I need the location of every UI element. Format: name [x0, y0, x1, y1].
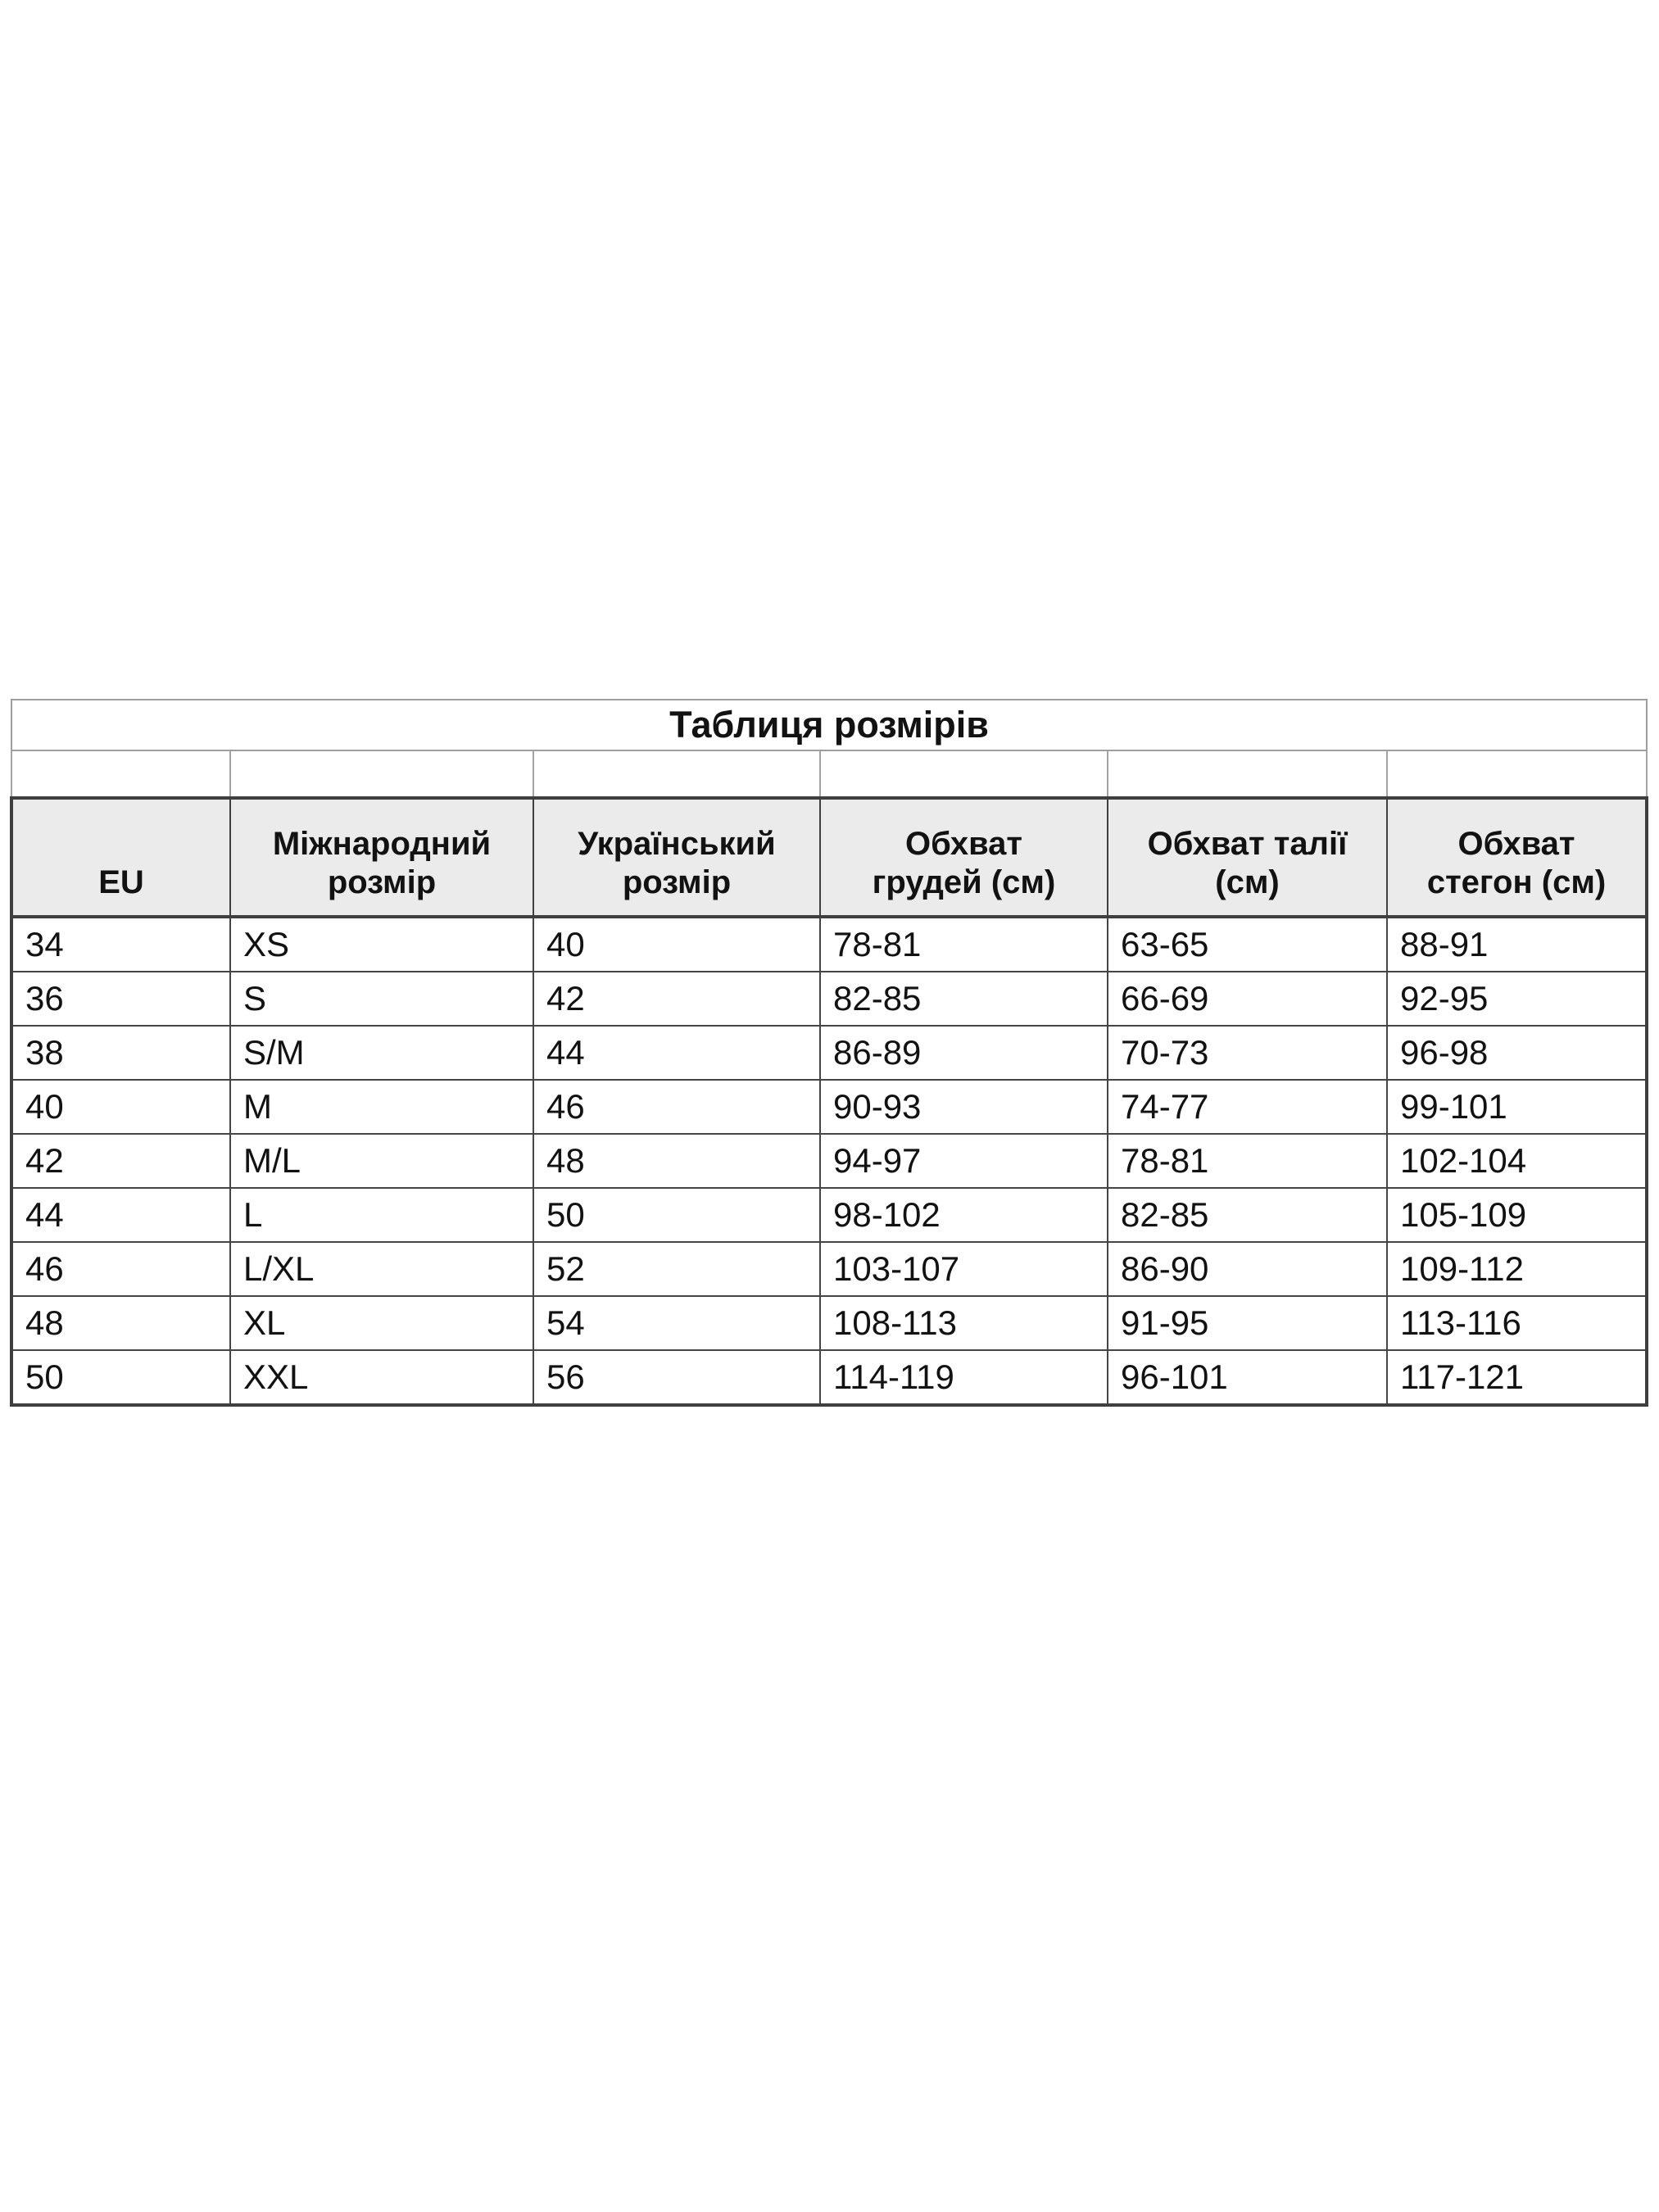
table-cell: 44 [533, 1025, 821, 1081]
table-cell: 54 [533, 1295, 821, 1351]
table-cell: XXL [229, 1349, 534, 1407]
spacer-cell [819, 750, 1108, 799]
table-row: 46 L/XL 52 103-107 86-90 109-112 [10, 1241, 1649, 1297]
table-body: 34 XS 40 78-81 63-65 88-91 36 S 42 82-85 66-69 92-9… [10, 916, 1649, 1407]
table-cell: 42 [10, 1133, 231, 1189]
column-header: Міжнародний розмір [229, 796, 534, 918]
table-cell: 108-113 [819, 1295, 1108, 1351]
table-cell: S [229, 971, 534, 1027]
table-cell: 102-104 [1385, 1133, 1649, 1189]
table-row: 44 L 50 98-102 82-85 105-109 [10, 1187, 1649, 1243]
table-cell: 91-95 [1107, 1295, 1388, 1351]
table-row: 48 XL 54 108-113 91-95 113-116 [10, 1295, 1649, 1351]
table-cell: L [229, 1187, 534, 1243]
table-cell: 86-89 [819, 1025, 1108, 1081]
table-cell: L/XL [229, 1241, 534, 1297]
table-row: 42 M/L 48 94-97 78-81 102-104 [10, 1133, 1649, 1189]
table-cell: 109-112 [1385, 1241, 1649, 1297]
table-cell: S/M [229, 1025, 534, 1081]
table-cell: 46 [10, 1241, 231, 1297]
table-row: 34 XS 40 78-81 63-65 88-91 [10, 916, 1649, 972]
column-header: Український розмір [533, 796, 821, 918]
table-cell: 92-95 [1385, 971, 1649, 1027]
table-cell: 38 [10, 1025, 231, 1081]
table-cell: 56 [533, 1349, 821, 1407]
table-cell: 34 [10, 916, 231, 972]
table-cell: 103-107 [819, 1241, 1108, 1297]
table-row: 40 M 46 90-93 74-77 99-101 [10, 1079, 1649, 1135]
table-cell: 63-65 [1107, 916, 1388, 972]
table-row: 38 S/M 44 86-89 70-73 96-98 [10, 1025, 1649, 1081]
column-header: Обхват грудей (см) [819, 796, 1108, 918]
title-row: Таблиця розмірів [10, 699, 1648, 751]
table-cell: 117-121 [1385, 1349, 1649, 1407]
table-cell: 36 [10, 971, 231, 1027]
column-header: Обхват талії (см) [1107, 796, 1388, 918]
spacer-cell [1107, 750, 1388, 799]
table-cell: 50 [10, 1349, 231, 1407]
table-cell: XL [229, 1295, 534, 1351]
column-header: EU [10, 796, 231, 918]
table-cell: 44 [10, 1187, 231, 1243]
table-cell: 50 [533, 1187, 821, 1243]
table-cell: 88-91 [1385, 916, 1649, 972]
spacer-cell [1385, 750, 1648, 799]
table-row: 36 S 42 82-85 66-69 92-95 [10, 971, 1649, 1027]
table-cell: 105-109 [1385, 1187, 1649, 1243]
table-cell: M/L [229, 1133, 534, 1189]
table-cell: 40 [10, 1079, 231, 1135]
table-cell: 86-90 [1107, 1241, 1388, 1297]
table-cell: 46 [533, 1079, 821, 1135]
spacer-cell [11, 750, 231, 799]
spacer-cell [533, 750, 821, 799]
table-cell: 40 [533, 916, 821, 972]
table-cell: 52 [533, 1241, 821, 1297]
table-cell: 96-98 [1385, 1025, 1649, 1081]
table-title: Таблиця розмірів [10, 699, 1648, 751]
table-cell: 113-116 [1385, 1295, 1649, 1351]
table-cell: 96-101 [1107, 1349, 1388, 1407]
column-header: Обхват стегон (см) [1385, 796, 1649, 918]
table-cell: 66-69 [1107, 971, 1388, 1027]
table-cell: 82-85 [1107, 1187, 1388, 1243]
table-cell: 98-102 [819, 1187, 1108, 1243]
table-cell: 114-119 [819, 1349, 1108, 1407]
table-cell: 99-101 [1385, 1079, 1649, 1135]
table-cell: 74-77 [1107, 1079, 1388, 1135]
table-row: 50 XXL 56 114-119 96-101 117-121 [10, 1349, 1649, 1407]
table-cell: 94-97 [819, 1133, 1108, 1189]
table-cell: 90-93 [819, 1079, 1108, 1135]
table-cell: 82-85 [819, 971, 1108, 1027]
table-cell: 42 [533, 971, 821, 1027]
table-cell: 78-81 [1107, 1133, 1388, 1189]
table-cell: M [229, 1079, 534, 1135]
table-cell: 70-73 [1107, 1025, 1388, 1081]
spacer-row [11, 750, 1648, 799]
header-row: EU Міжнародний розмір Український розмір Обхв… [10, 796, 1649, 918]
size-chart-table: Таблиця розмірів EU Міжнародний розмір Укра… [10, 699, 1649, 1407]
table-cell: XS [229, 916, 534, 972]
spacer-cell [229, 750, 534, 799]
table-cell: 48 [10, 1295, 231, 1351]
table-cell: 78-81 [819, 916, 1108, 972]
table-cell: 48 [533, 1133, 821, 1189]
